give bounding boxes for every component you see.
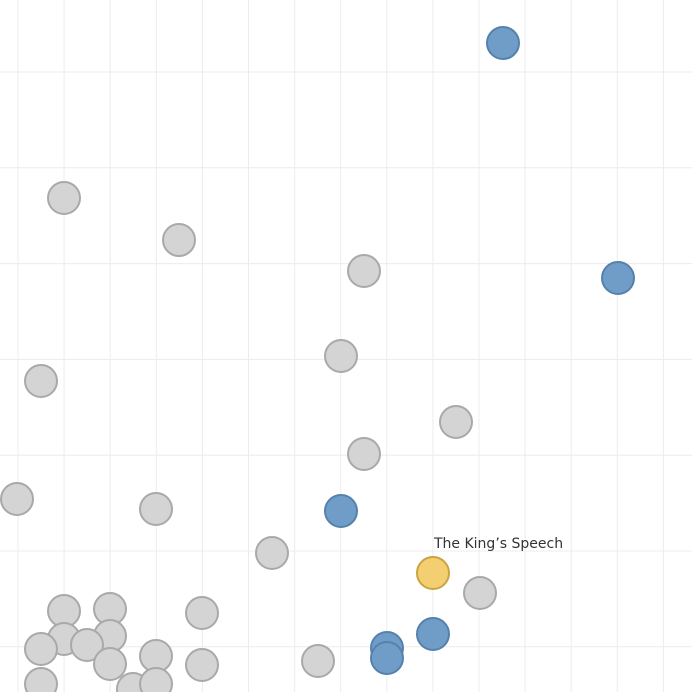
grey-data-point[interactable] xyxy=(463,576,497,610)
mark-labels: The King’s Speech xyxy=(433,536,563,552)
grey-data-point[interactable] xyxy=(93,647,127,681)
grey-data-point[interactable] xyxy=(301,644,335,678)
grey-data-point[interactable] xyxy=(70,628,104,662)
grey-data-point[interactable] xyxy=(139,667,173,692)
grey-data-point[interactable] xyxy=(324,339,358,373)
blue-data-point[interactable] xyxy=(416,617,450,651)
grey-data-point[interactable] xyxy=(347,437,381,471)
grey-data-point[interactable] xyxy=(24,364,58,398)
data-points xyxy=(0,26,635,692)
gold-data-point[interactable] xyxy=(416,556,450,590)
grey-data-point[interactable] xyxy=(47,181,81,215)
grey-data-point[interactable] xyxy=(0,482,34,516)
grey-data-point[interactable] xyxy=(185,596,219,630)
grey-data-point[interactable] xyxy=(162,223,196,257)
data-point-label: The King’s Speech xyxy=(433,536,563,552)
grey-data-point[interactable] xyxy=(255,536,289,570)
blue-data-point[interactable] xyxy=(324,494,358,528)
blue-data-point[interactable] xyxy=(370,641,404,675)
grey-data-point[interactable] xyxy=(24,632,58,666)
grey-data-point[interactable] xyxy=(139,492,173,526)
grey-data-point[interactable] xyxy=(439,405,473,439)
grey-data-point[interactable] xyxy=(347,254,381,288)
blue-data-point[interactable] xyxy=(601,261,635,295)
blue-data-point[interactable] xyxy=(486,26,520,60)
grey-data-point[interactable] xyxy=(24,667,58,692)
grey-data-point[interactable] xyxy=(185,648,219,682)
